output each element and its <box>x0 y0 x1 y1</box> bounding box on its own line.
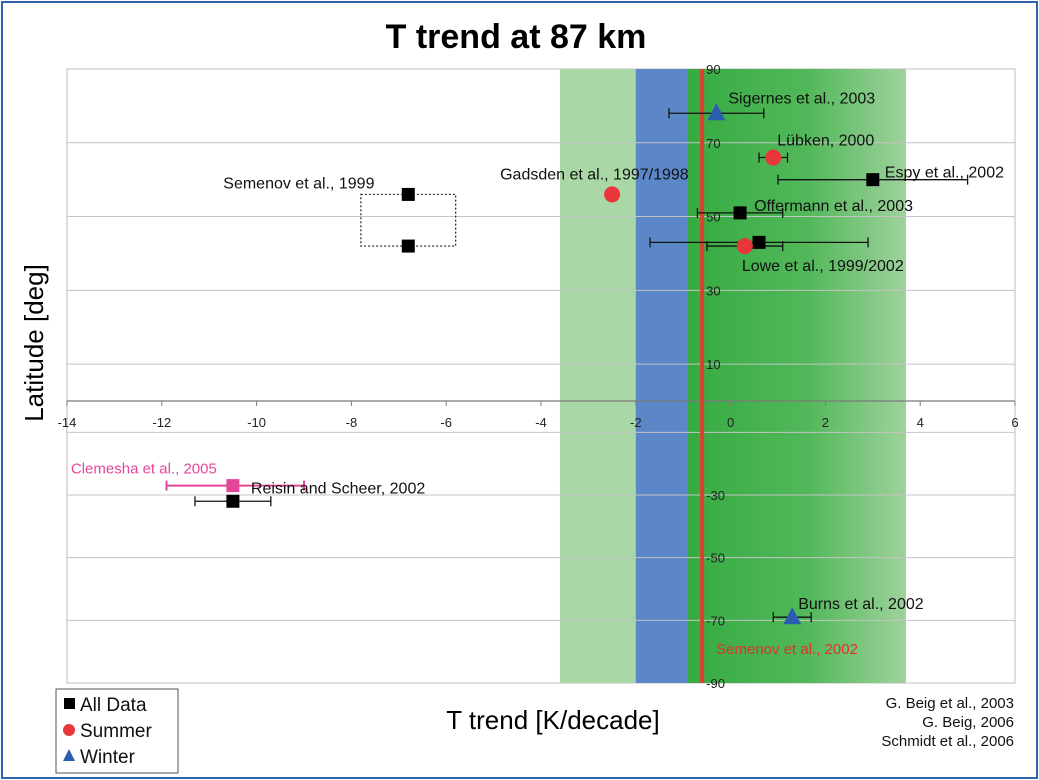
x-tick-label: 6 <box>1011 415 1018 430</box>
legend-label: Summer <box>80 721 152 742</box>
legend-label: Winter <box>80 747 136 768</box>
x-tick-label: -2 <box>630 415 642 430</box>
credit-line: Schmidt et al., 2006 <box>881 733 1014 750</box>
point-label: Lübken, 2000 <box>777 133 874 150</box>
marker-square <box>401 239 415 253</box>
marker-square <box>733 206 747 220</box>
point-label: Clemesha et al., 2005 <box>71 461 217 478</box>
y-tick-label: 30 <box>706 283 720 298</box>
y-tick-label: 70 <box>706 136 720 151</box>
chart-title: T trend at 87 km <box>386 18 647 56</box>
marker-square <box>752 235 766 249</box>
y-tick-label: 50 <box>706 210 720 225</box>
legend: All Data Summer Winter <box>55 688 179 774</box>
x-tick-label: -6 <box>440 415 452 430</box>
band-blue <box>635 69 688 683</box>
y-tick-label: -70 <box>706 613 725 628</box>
marker-circle <box>765 149 782 166</box>
marker-triangle <box>707 103 726 121</box>
legend-circle-icon <box>63 724 75 736</box>
marker-square <box>401 187 415 201</box>
x-tick-label: 4 <box>917 415 924 430</box>
legend-triangle-icon <box>63 749 75 761</box>
marker-square <box>226 479 240 493</box>
chart: -14 -12 -10 -8 -6 -4 -2 0 2 4 6 90 70 50 30 10 -30 -50 -70… <box>19 18 1019 774</box>
x-tick-label: -14 <box>58 415 77 430</box>
point-label: Sigernes et al., 2003 <box>728 90 875 107</box>
marker-square <box>226 494 240 508</box>
x-tick-label: -10 <box>247 415 266 430</box>
legend-label: All Data <box>80 695 147 716</box>
point-label: Reisin and Scheer, 2002 <box>251 480 425 497</box>
x-tick-label: 2 <box>822 415 829 430</box>
marker-circle <box>604 186 621 203</box>
point-label: Gadsden et al., 1997/1998 <box>500 166 689 183</box>
y-tick-label: -90 <box>706 676 725 691</box>
marker-square <box>866 173 880 187</box>
point-label: Burns et al., 2002 <box>798 596 924 613</box>
credit-line: G. Beig, 2006 <box>922 714 1014 731</box>
x-tick-label: -4 <box>535 415 547 430</box>
y-axis-label: Latitude [deg] <box>19 264 49 422</box>
y-tick-label: -30 <box>706 488 725 503</box>
marker-circle <box>736 238 753 255</box>
y-tick-label: 90 <box>706 62 720 77</box>
y-tick-label: 10 <box>706 357 720 372</box>
reference-line-label: Semenov et al., 2002 <box>716 641 858 658</box>
point-label: Espy et al., 2002 <box>885 165 1004 182</box>
marker-triangle <box>783 607 802 625</box>
point-label: Lowe et al., 1999/2002 <box>742 258 904 275</box>
y-tick-label: -50 <box>706 551 725 566</box>
credits: G. Beig et al., 2003 G. Beig, 2006 Schmidt… <box>881 695 1014 750</box>
x-tick-label: -8 <box>346 415 358 430</box>
x-axis-label: T trend [K/decade] <box>446 705 659 735</box>
legend-square-icon <box>64 698 75 709</box>
point-label: Semenov et al., 1999 <box>223 175 374 192</box>
point-label: Offermann et al., 2003 <box>754 198 913 215</box>
credit-line: G. Beig et al., 2003 <box>886 695 1014 712</box>
legend-box <box>55 688 179 774</box>
x-tick-label: -12 <box>152 415 171 430</box>
band-green-gradient <box>687 69 906 683</box>
x-tick-label: 0 <box>727 415 734 430</box>
